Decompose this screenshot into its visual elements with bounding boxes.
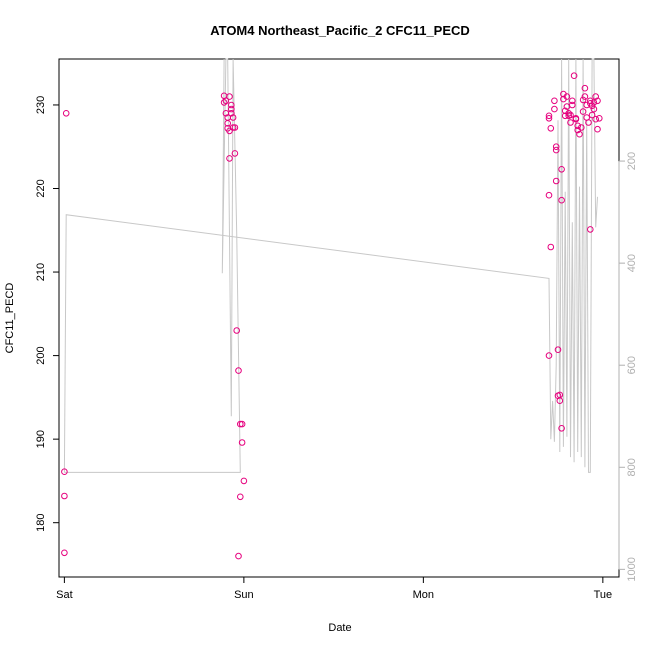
y2-tick-label: 400 (626, 254, 638, 272)
data-point-72 (585, 119, 592, 126)
data-point-53 (565, 110, 573, 117)
data-point-43 (556, 397, 564, 405)
data-point-76 (588, 102, 596, 110)
data-point-17 (229, 124, 237, 131)
trace-line-0 (63, 58, 598, 473)
data-point-51 (563, 93, 571, 100)
x-tick-label: Sat (56, 589, 73, 601)
data-point-38 (552, 146, 560, 154)
data-point-32 (545, 191, 553, 199)
y2-tick-label: 600 (626, 356, 638, 374)
data-point-66 (579, 96, 587, 104)
data-point-83 (594, 125, 601, 133)
data-point-22 (235, 367, 242, 374)
data-point-25 (238, 439, 246, 446)
x-axis-label: Date (328, 622, 351, 634)
data-point-56 (567, 119, 574, 126)
data-point-80 (592, 115, 600, 123)
data-point-81 (592, 93, 600, 100)
data-point-19 (231, 150, 239, 157)
data-point-14 (228, 105, 235, 113)
data-point-28 (235, 552, 242, 560)
y-axis-label: CFC11_PECD (4, 283, 16, 354)
data-point-78 (590, 99, 598, 106)
data-point-84 (596, 115, 603, 122)
data-point-33 (547, 243, 555, 251)
data-point-55 (567, 111, 574, 119)
data-point-29 (545, 112, 553, 120)
y-tick-label: 230 (35, 96, 47, 114)
data-point-69 (581, 93, 589, 100)
y2-tick-label: 200 (626, 152, 638, 170)
y2-tick-label: 800 (626, 458, 638, 476)
data-point-77 (588, 111, 596, 119)
data-point-46 (558, 196, 565, 204)
data-point-36 (551, 105, 558, 113)
data-point-65 (578, 124, 585, 131)
x-tick-label: Mon (413, 589, 434, 601)
plot-frame (58, 58, 620, 578)
data-point-30 (545, 115, 553, 122)
y-tick-label: 220 (35, 179, 47, 197)
data-point-75 (587, 226, 594, 233)
data-point-6 (222, 97, 230, 105)
data-point-23 (237, 420, 244, 428)
data-point-1 (61, 468, 68, 476)
data-point-57 (569, 97, 576, 105)
data-point-44 (558, 425, 565, 432)
y2-axis: 200 400 600 800 1000 (618, 152, 638, 582)
y-tick-label: 190 (35, 430, 47, 448)
data-point-0 (62, 110, 70, 117)
data-point-16 (229, 114, 237, 121)
y-tick-label: 200 (35, 346, 47, 364)
data-point-40 (554, 346, 562, 354)
data-point-3 (61, 549, 68, 557)
x-tick-label: Sun (234, 589, 254, 601)
data-point-18 (226, 155, 233, 162)
data-point-31 (547, 125, 555, 132)
trace-line-1 (64, 58, 241, 473)
data-point-82 (594, 97, 601, 105)
data-point-37 (552, 143, 560, 150)
x-axis: Sat Sun Mon Tue (56, 576, 613, 601)
data-point-24 (238, 420, 246, 428)
data-point-9 (224, 120, 231, 127)
data-point-45 (558, 166, 565, 173)
y2-tick-label: 1000 (626, 557, 638, 581)
data-point-35 (551, 97, 558, 105)
y-axis: 180 190 200 210 220 230 (35, 96, 60, 532)
data-point-13 (228, 101, 235, 109)
data-point-61 (572, 115, 580, 123)
data-point-20 (231, 124, 239, 131)
data-point-5 (220, 99, 228, 106)
y-tick-label: 210 (35, 263, 47, 281)
data-point-34 (545, 352, 553, 359)
data-point-15 (228, 110, 235, 117)
data-point-64 (576, 130, 583, 138)
data-point-67 (579, 108, 587, 115)
data-point-21 (233, 327, 240, 334)
chart-title: ATOM4 Northeast_Pacific_2 CFC11_PECD (210, 23, 470, 38)
data-point-11 (226, 127, 233, 135)
data-point-68 (581, 84, 589, 92)
data-point-2 (61, 492, 68, 500)
data-point-12 (226, 93, 233, 100)
data-point-27 (237, 493, 244, 501)
plot-area (61, 58, 603, 560)
data-point-79 (590, 105, 598, 113)
data-point-59 (570, 72, 578, 79)
data-point-39 (552, 177, 560, 185)
x-tick-label: Tue (594, 589, 613, 601)
data-point-58 (569, 101, 576, 109)
data-point-62 (574, 122, 582, 130)
y-tick-label: 180 (35, 514, 47, 532)
data-point-26 (240, 477, 248, 485)
